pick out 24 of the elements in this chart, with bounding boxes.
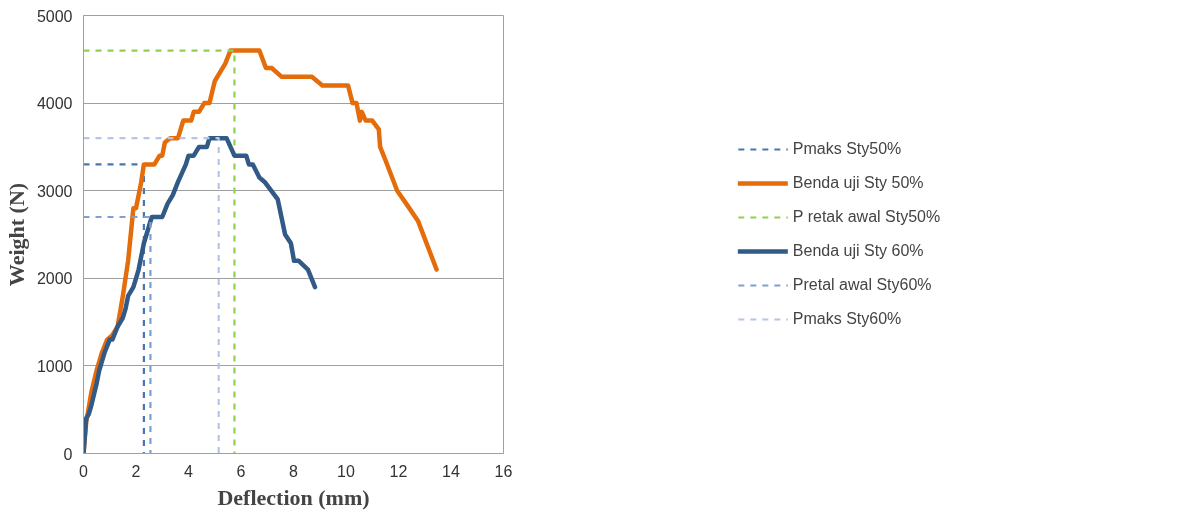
y-tick-label: 2000 (36, 270, 73, 288)
x-tick-label: 2 (131, 462, 141, 480)
legend-label: Benda uji Sty 50% (792, 174, 924, 192)
legend-label: Pretal awal Sty60% (792, 276, 932, 294)
y-tick-label: 4000 (36, 95, 73, 113)
y-tick-label: 1000 (36, 357, 73, 375)
line-series (83, 135, 318, 454)
y-tick-label: 0 (63, 445, 73, 463)
x-tick-label: 10 (337, 462, 355, 480)
x-tick-label: 12 (389, 462, 408, 480)
x-tick-label: 16 (494, 462, 513, 480)
x-tick-label: 0 (79, 462, 89, 480)
legend-label: P retak awal Sty50% (792, 208, 941, 226)
legend-label: Pmaks Sty50% (792, 140, 902, 158)
x-tick-label: 14 (442, 462, 460, 480)
x-axis-title: Deflection (mm) (217, 484, 370, 510)
y-axis-title: Weight (N) (3, 182, 29, 287)
legend-label: Pmaks Sty60% (792, 310, 902, 328)
y-tick-label: 5000 (36, 7, 73, 25)
x-tick-label: 4 (184, 462, 194, 480)
legend-label: Benda uji Sty 60% (792, 242, 924, 260)
x-tick-label: 8 (289, 462, 299, 480)
y-tick-label: 3000 (36, 182, 73, 200)
x-tick-label: 6 (236, 462, 246, 480)
